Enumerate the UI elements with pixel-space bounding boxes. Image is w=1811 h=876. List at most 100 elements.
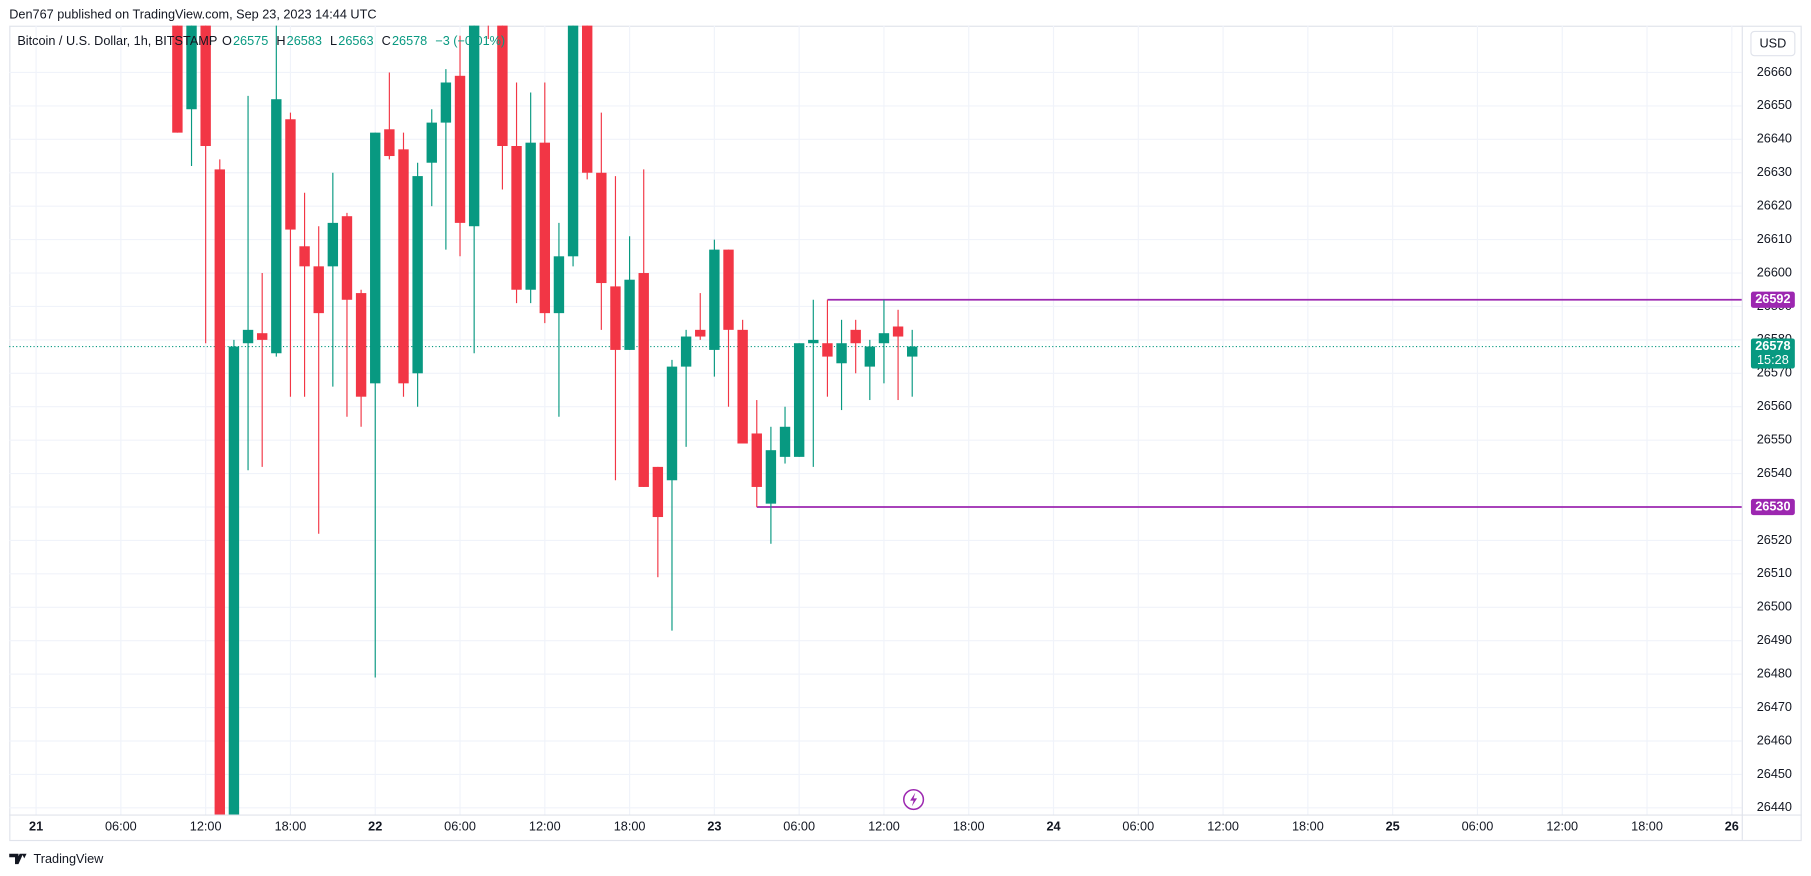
candle-body (666, 366, 678, 481)
candle-body (723, 249, 734, 330)
x-tick-label: 12:00 (529, 820, 561, 834)
brand-name: TradingView (33, 852, 104, 866)
symbol: Bitcoin / U.S. Dollar, 1h, BITSTAMP (17, 34, 217, 48)
y-tick-label: 26440 (1757, 800, 1792, 814)
y-tick-label: 26620 (1757, 199, 1792, 213)
candle-body (539, 142, 551, 314)
x-tick-label: 06:00 (105, 820, 137, 834)
ohlc-key: O (222, 34, 232, 48)
ohlc-value: 26575 (233, 34, 268, 48)
currency-button[interactable] (1750, 30, 1796, 57)
axes: 26440 26450 26460 26470 26480 26490 26500 26510… (29, 65, 1795, 834)
y-tick-label: 26540 (1757, 466, 1792, 480)
candle-body (200, 25, 211, 147)
y-tick-label: 26570 (1757, 366, 1792, 380)
x-tick-label: 18:00 (953, 820, 985, 834)
replay-icon[interactable] (903, 788, 925, 811)
x-tick-label: 21 (29, 820, 43, 834)
candle-body (285, 119, 296, 230)
x-tick-label: 12:00 (1546, 820, 1578, 834)
y-tick-label: 26480 (1757, 666, 1792, 680)
x-tick-label: 26 (1725, 820, 1739, 834)
ohlc-change: −3 (−0.01%) (435, 34, 505, 48)
candle-body (525, 142, 536, 290)
candle-body (822, 343, 833, 357)
countdown-label: 15:28 (1757, 353, 1789, 367)
x-tick-label: 12:00 (190, 820, 222, 834)
y-tick-label: 26650 (1757, 98, 1792, 112)
x-tick-label: 12:00 (868, 820, 900, 834)
candle-body (553, 256, 565, 314)
candle-body (680, 336, 692, 367)
candle-body (313, 266, 324, 314)
brand: TradingView (9, 852, 104, 866)
line-price-box (1750, 498, 1795, 516)
x-tick-label: 06:00 (1462, 820, 1494, 834)
y-tick-label: 26500 (1757, 600, 1792, 614)
candle-body (737, 329, 748, 444)
last-price-box (1750, 338, 1795, 369)
x-tick-label: 06:00 (1122, 820, 1154, 834)
candle-body (228, 346, 240, 815)
candle-body (186, 25, 197, 110)
y-tick-label: 26610 (1757, 232, 1792, 246)
ohlc-value: 26563 (338, 34, 373, 48)
drawings (9, 298, 1742, 508)
y-tick-label: 26490 (1757, 633, 1792, 647)
y-tick-label: 26640 (1757, 132, 1792, 146)
symbol-legend: Bitcoin / U.S. Dollar, 1h, BITSTAMP O 265… (17, 34, 505, 48)
y-tick-label: 26450 (1757, 767, 1792, 781)
y-tick-label: 26470 (1757, 700, 1792, 714)
candle-body (454, 75, 466, 223)
candle-body (596, 172, 607, 284)
candle-body (808, 339, 819, 344)
x-tick-label: 18:00 (614, 820, 646, 834)
candle-body (256, 333, 268, 340)
candle-body (242, 329, 254, 344)
y-tick-label: 26560 (1757, 399, 1792, 413)
last-price-label: 26578 (1755, 339, 1790, 353)
published-note: Den767 published on TradingView.com, Sep… (9, 8, 376, 22)
candle-body (638, 273, 649, 487)
line-price-label: 26530 (1755, 499, 1790, 513)
candle-body (497, 25, 508, 147)
candle-body (384, 129, 395, 157)
candle-body (765, 450, 777, 504)
x-tick-label: 12:00 (1207, 820, 1239, 834)
x-tick-label: 06:00 (444, 820, 476, 834)
candle-body (440, 82, 452, 123)
candle-body (412, 176, 423, 374)
candle-body (850, 329, 861, 344)
candle-body (214, 169, 225, 815)
currency[interactable]: USD (1759, 37, 1786, 51)
candle-body (878, 333, 890, 344)
candle-body (567, 25, 579, 257)
candle-body (610, 286, 621, 350)
x-tick-label: 23 (707, 820, 721, 834)
line-price-box (1750, 291, 1795, 308)
ohlc-key: H (276, 34, 285, 48)
x-tick-label: 18:00 (275, 820, 307, 834)
y-tick-label: 26630 (1757, 165, 1792, 179)
ohlc-value: 26583 (287, 34, 322, 48)
candle-body (892, 326, 904, 337)
x-tick-label: 18:00 (1292, 820, 1324, 834)
y-tick-label: 26520 (1757, 533, 1792, 547)
y-tick-label: 26550 (1757, 433, 1792, 447)
x-tick-label: 06:00 (783, 820, 815, 834)
candle-body (751, 433, 762, 487)
frame (9, 25, 1802, 842)
candle-body (709, 249, 720, 350)
candle-body (341, 216, 353, 300)
candle-body (271, 99, 282, 354)
candle-body (695, 329, 706, 337)
candle-body (355, 293, 367, 397)
candles (172, 25, 918, 815)
line-price-label: 26592 (1755, 292, 1790, 306)
y-tick-label: 26600 (1757, 265, 1792, 279)
candle-body (793, 343, 805, 457)
y-tick-label: 26460 (1757, 733, 1792, 747)
